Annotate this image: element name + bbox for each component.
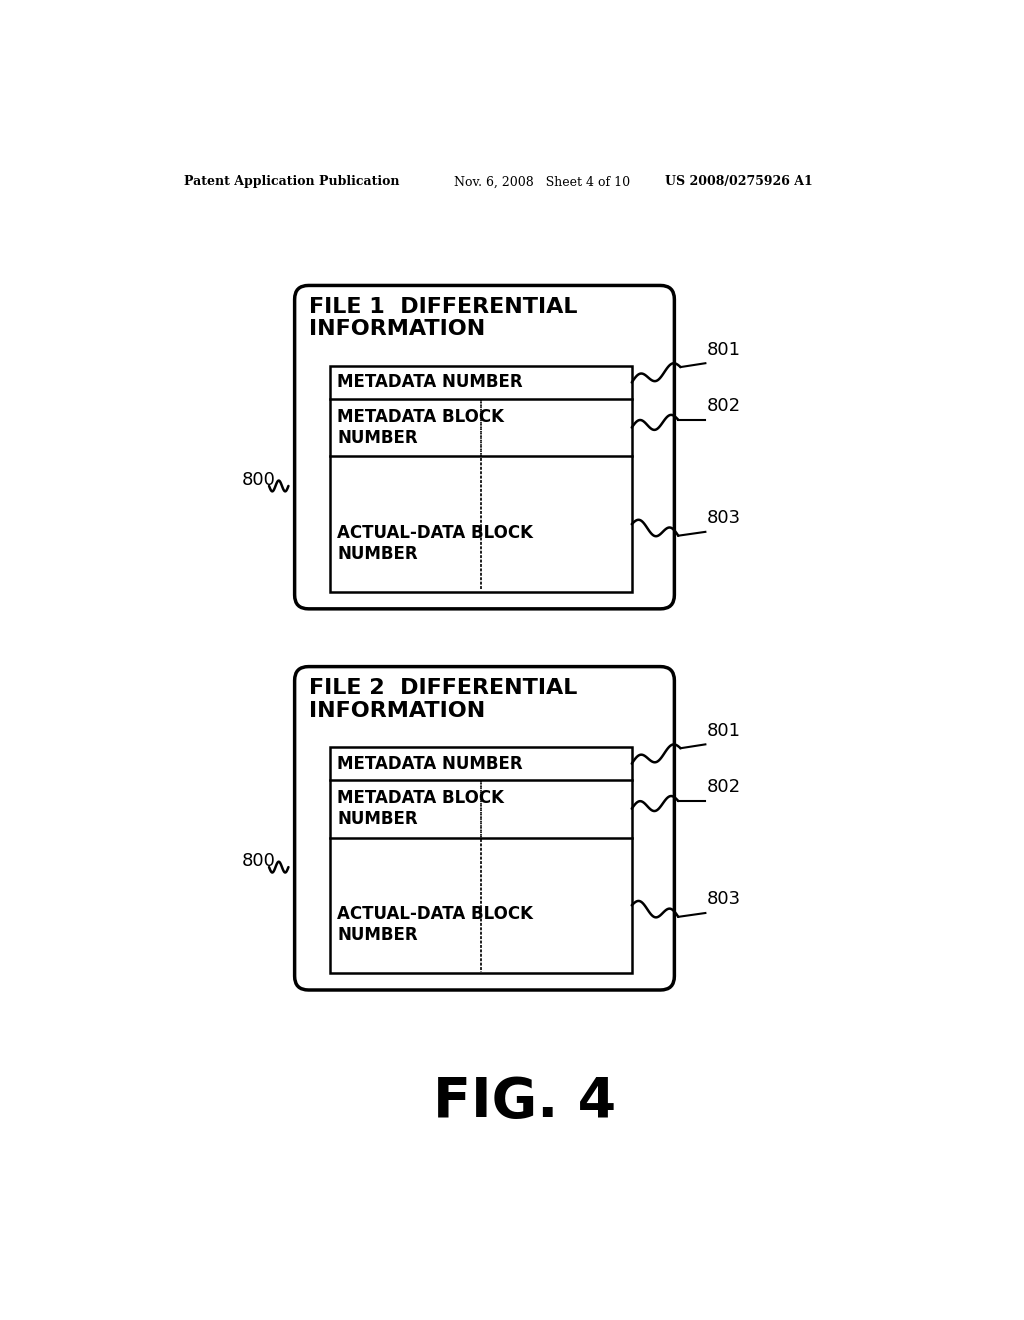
Text: 800: 800 [242, 471, 275, 488]
Text: 802: 802 [707, 779, 741, 796]
Text: Patent Application Publication: Patent Application Publication [183, 176, 399, 189]
Text: US 2008/0275926 A1: US 2008/0275926 A1 [665, 176, 813, 189]
Text: 803: 803 [707, 891, 741, 908]
Text: METADATA BLOCK
NUMBER: METADATA BLOCK NUMBER [337, 408, 504, 447]
Bar [330, 747, 632, 973]
Text: Nov. 6, 2008   Sheet 4 of 10: Nov. 6, 2008 Sheet 4 of 10 [454, 176, 630, 189]
Text: ACTUAL-DATA BLOCK
NUMBER: ACTUAL-DATA BLOCK NUMBER [337, 524, 534, 562]
Text: 801: 801 [707, 341, 741, 359]
Text: 800: 800 [242, 851, 275, 870]
Text: 802: 802 [707, 397, 741, 416]
Bar [330, 367, 632, 591]
Text: 801: 801 [707, 722, 741, 739]
Text: METADATA NUMBER: METADATA NUMBER [337, 755, 523, 772]
Text: 803: 803 [707, 510, 741, 527]
Text: FILE 1  DIFFERENTIAL
INFORMATION: FILE 1 DIFFERENTIAL INFORMATION [308, 297, 578, 339]
FancyBboxPatch shape [295, 285, 675, 609]
Text: METADATA NUMBER: METADATA NUMBER [337, 374, 523, 392]
Text: ACTUAL-DATA BLOCK
NUMBER: ACTUAL-DATA BLOCK NUMBER [337, 906, 534, 944]
Text: FILE 2  DIFFERENTIAL
INFORMATION: FILE 2 DIFFERENTIAL INFORMATION [308, 678, 577, 721]
FancyBboxPatch shape [295, 667, 675, 990]
Text: METADATA BLOCK
NUMBER: METADATA BLOCK NUMBER [337, 789, 504, 828]
Text: FIG. 4: FIG. 4 [433, 1074, 616, 1129]
